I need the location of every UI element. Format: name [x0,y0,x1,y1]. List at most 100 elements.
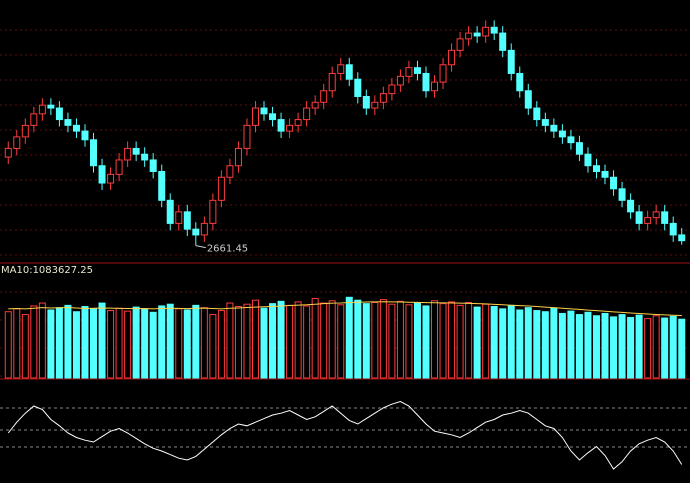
candle-body [90,139,98,167]
volume-bar [234,306,242,379]
candle-body [4,147,12,158]
volume-bar [558,312,566,379]
volume-bar [4,311,12,379]
volume-bar [260,307,268,379]
candle-body [98,165,106,184]
candle-body [260,107,268,115]
candle-body [524,90,532,109]
volume-bar [243,303,251,379]
candle-body [269,113,277,121]
candle-body [541,119,549,126]
candle-body [669,222,677,236]
volume-bar [516,309,524,379]
volume-bar [541,311,549,379]
volume-bar [251,299,259,379]
volume-bar [618,314,626,379]
volume-bar [277,300,285,379]
candle-body [72,124,80,132]
candle-body [558,130,566,138]
candle-body [337,64,345,74]
candle-body [422,72,430,92]
volume-bar [456,304,464,379]
candle-body [311,101,319,109]
volume-bar [72,311,80,379]
candle-body [107,173,115,184]
candle-body [251,107,259,126]
volume-bar [362,303,370,379]
volume-bar [396,300,404,379]
volume-bar [303,305,311,379]
candle-body [277,119,285,132]
volume-bar [379,299,387,379]
candle-body [217,176,225,201]
volume-bar [55,307,63,379]
candle-body [379,93,387,103]
volume-bar [200,307,208,379]
volume-bar [422,305,430,379]
candle-body [345,64,353,80]
candle-body [405,67,413,77]
volume-bar [81,306,89,379]
volume-bar [533,310,541,379]
volume-bar [431,300,439,379]
volume-bar [388,303,396,379]
candle-body [38,104,46,115]
candle-body [465,32,473,40]
candle-body [166,199,174,224]
volume-bar [678,318,686,379]
candle-body [371,101,379,109]
candle-body [584,153,592,167]
ma10-line [8,301,682,317]
low-label: 2661.45 [207,244,248,255]
volume-bar [507,304,515,379]
volume-bar [524,307,532,379]
volume-bar [652,315,660,379]
volume-bar [439,303,447,379]
volume-bar [575,314,583,379]
volume-bar [328,300,336,379]
candle-body [439,64,447,83]
volume-bar [226,302,234,379]
candle-body [678,234,686,242]
volume-bar [13,308,21,379]
volume-bar [661,317,669,379]
volume-bar [371,301,379,379]
candle-body [575,142,583,155]
candle-body [141,153,149,161]
volume-bar [473,306,481,379]
volume-bar [132,306,140,379]
candle-body [149,159,157,172]
volume-bar [405,304,413,379]
candle-body [618,188,626,201]
candle-body [243,124,251,149]
volume-bar [294,301,302,379]
volume-bar [465,301,473,379]
volume-bar [592,315,600,379]
candle-body [13,136,21,149]
volume-bar [98,302,106,379]
volume-bar [337,304,345,379]
candle-body [396,75,404,86]
candle-body [533,107,541,121]
volume-bar [482,303,490,379]
candle-body [320,90,328,103]
volume-bar [107,310,115,379]
candle-body [354,78,362,98]
candle-body [456,38,464,51]
candle-body [30,113,38,126]
candle-body [550,124,558,132]
volume-bar [30,305,38,379]
candle-body [413,67,421,74]
candle-body [303,107,311,121]
volume-bar [584,311,592,379]
volume-bar [320,302,328,379]
candle-body [175,211,183,224]
candle-body [192,228,200,236]
candle-body [362,96,370,109]
candle-body [490,26,498,34]
volume-bar [38,302,46,379]
volume-bar [413,302,421,379]
candle-body [507,49,515,74]
volume-bar [175,308,183,379]
